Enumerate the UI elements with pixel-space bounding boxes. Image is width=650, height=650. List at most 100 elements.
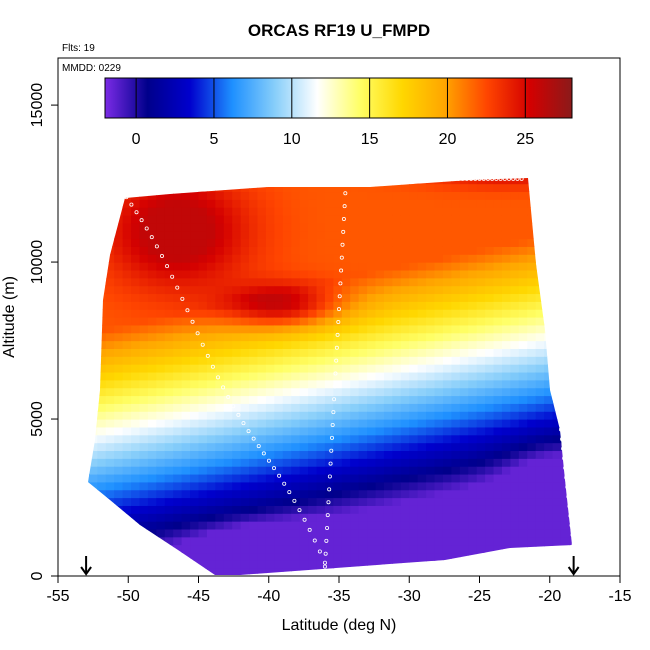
heatmap-cell xyxy=(350,199,360,208)
heatmap-cell xyxy=(383,411,393,420)
heatmap-cell xyxy=(147,513,157,522)
heatmap-cell xyxy=(409,324,419,334)
heatmap-cell xyxy=(383,403,393,412)
heatmap-cell xyxy=(434,285,444,295)
heatmap-cell xyxy=(341,309,351,318)
heatmap-cell xyxy=(88,419,90,428)
heatmap-cell xyxy=(552,254,562,263)
heatmap-cell xyxy=(266,168,275,176)
heatmap-cell xyxy=(173,426,183,436)
track-point xyxy=(452,176,457,181)
heatmap-cell xyxy=(400,246,410,255)
heatmap-cell xyxy=(282,426,292,436)
heatmap-cell xyxy=(569,152,578,160)
heatmap-cell xyxy=(299,379,309,389)
heatmap-cell xyxy=(114,262,124,271)
heatmap-cell xyxy=(400,528,410,538)
heatmap-cell xyxy=(324,301,334,310)
heatmap-cell xyxy=(291,293,301,302)
heatmap-cell xyxy=(375,568,385,575)
heatmap-cell xyxy=(190,183,200,193)
heatmap-cell xyxy=(291,183,301,193)
heatmap-cell xyxy=(333,364,343,373)
heatmap-cell xyxy=(131,214,141,224)
heatmap-cell xyxy=(501,301,512,310)
heatmap-cell xyxy=(282,568,292,575)
heatmap-cell xyxy=(518,473,528,483)
heatmap-cell xyxy=(282,442,292,452)
heatmap-cell xyxy=(417,411,427,420)
heatmap-cell xyxy=(97,168,106,176)
heatmap-cell xyxy=(501,371,512,381)
heatmap-cell xyxy=(206,254,216,263)
heatmap-cell xyxy=(501,230,512,240)
heatmap-cell xyxy=(417,199,427,208)
heatmap-cell xyxy=(367,466,377,475)
heatmap-cell xyxy=(324,442,334,452)
heatmap-cell xyxy=(308,513,318,522)
heatmap-cell xyxy=(493,489,503,499)
heatmap-cell xyxy=(569,178,572,185)
heatmap-cell xyxy=(181,364,191,373)
heatmap-cell xyxy=(190,364,200,373)
heatmap-cell xyxy=(249,191,259,200)
heatmap-cell xyxy=(173,277,183,287)
track-point xyxy=(569,523,574,528)
heatmap-cell xyxy=(88,230,98,240)
track-point xyxy=(469,176,474,181)
heatmap-cell xyxy=(527,254,537,263)
heatmap-cell xyxy=(324,178,334,185)
heatmap-cell xyxy=(308,568,318,575)
heatmap-cell xyxy=(544,521,554,530)
heatmap-cell xyxy=(156,152,165,160)
heatmap-cell xyxy=(324,324,334,334)
heatmap-cell xyxy=(552,521,562,530)
heatmap-cell xyxy=(324,544,334,554)
heatmap-cell xyxy=(383,269,393,279)
heatmap-cell xyxy=(375,332,385,342)
heatmap-cell xyxy=(240,191,250,200)
heatmap-cell xyxy=(308,301,318,310)
heatmap-cell xyxy=(123,160,132,168)
heatmap-cell xyxy=(206,379,216,389)
heatmap-cell xyxy=(400,269,410,279)
heatmap-cell xyxy=(139,285,149,295)
heatmap-cell xyxy=(544,513,554,522)
heatmap-cell xyxy=(274,207,284,216)
heatmap-cell xyxy=(510,536,520,546)
heatmap-cell xyxy=(451,238,461,247)
track-point xyxy=(256,444,261,449)
heatmap-cell xyxy=(341,222,351,232)
track-point xyxy=(372,176,377,181)
heatmap-cell xyxy=(97,317,107,326)
heatmap-cell xyxy=(223,309,233,318)
heatmap-cell xyxy=(333,246,343,255)
heatmap-cell xyxy=(350,332,360,342)
heatmap-cell xyxy=(122,419,132,428)
heatmap-cell xyxy=(190,552,200,561)
heatmap-cell xyxy=(476,214,486,224)
heatmap-cell xyxy=(299,317,309,326)
heatmap-cell xyxy=(308,481,318,491)
heatmap-cell xyxy=(190,458,200,467)
track-point xyxy=(443,176,448,181)
heatmap-cell xyxy=(350,497,360,506)
heatmap-cell xyxy=(544,222,554,232)
heatmap-cell xyxy=(518,528,528,538)
heatmap-cell xyxy=(358,285,368,295)
heatmap-cell xyxy=(367,364,377,373)
track-point xyxy=(555,398,560,403)
heatmap-cell xyxy=(240,324,250,334)
heatmap-cell xyxy=(240,552,250,561)
track-point xyxy=(185,308,190,313)
heatmap-cell xyxy=(308,183,318,193)
heatmap-cell xyxy=(131,466,141,475)
heatmap-cell xyxy=(409,348,419,357)
heatmap-cell xyxy=(451,277,461,287)
heatmap-cell xyxy=(350,505,360,514)
heatmap-cell xyxy=(147,207,157,216)
heatmap-cell xyxy=(215,450,225,459)
heatmap-cell xyxy=(257,419,267,428)
track-point xyxy=(568,513,573,518)
heatmap-cell xyxy=(198,214,208,224)
